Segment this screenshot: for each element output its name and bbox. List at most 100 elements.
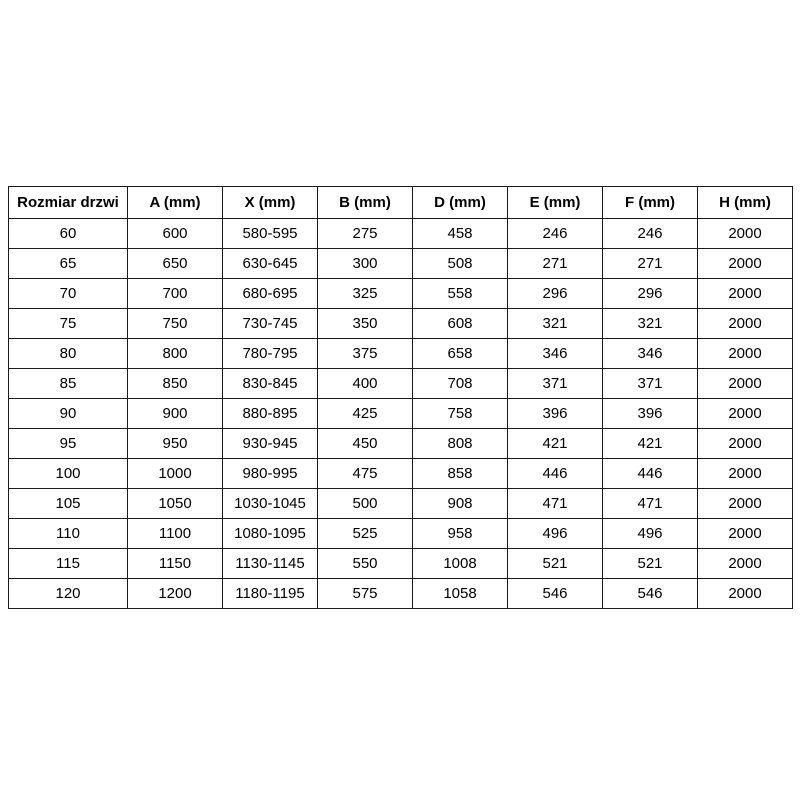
table-cell-h-mm: 2000 <box>697 278 793 309</box>
table-cell-f-mm: 496 <box>602 518 698 549</box>
table-cell-rozmiar-drzwi: 65 <box>8 248 128 279</box>
table-cell-rozmiar-drzwi: 95 <box>8 428 128 459</box>
table-cell-a-mm: 1200 <box>127 578 223 609</box>
table-cell-h-mm: 2000 <box>697 338 793 369</box>
table-cell-x-mm: 830-845 <box>222 368 318 399</box>
table-cell-b-mm: 375 <box>317 338 413 369</box>
table-cell-e-mm: 496 <box>507 518 603 549</box>
table-cell-a-mm: 950 <box>127 428 223 459</box>
table-row: 80 800 780-795 375 658 346 346 2000 <box>8 338 793 369</box>
table-cell-a-mm: 650 <box>127 248 223 279</box>
table-cell-d-mm: 708 <box>412 368 508 399</box>
table-cell-x-mm: 580-595 <box>222 218 318 249</box>
table-cell-x-mm: 1180-1195 <box>222 578 318 609</box>
table-cell-e-mm: 321 <box>507 308 603 339</box>
table-cell-h-mm: 2000 <box>697 308 793 339</box>
table-cell-b-mm: 325 <box>317 278 413 309</box>
table-row: 100 1000 980-995 475 858 446 446 2000 <box>8 458 793 489</box>
table-cell-x-mm: 680-695 <box>222 278 318 309</box>
table-cell-x-mm: 880-895 <box>222 398 318 429</box>
table-cell-a-mm: 1050 <box>127 488 223 519</box>
table-cell-h-mm: 2000 <box>697 578 793 609</box>
table-row: 75 750 730-745 350 608 321 321 2000 <box>8 308 793 339</box>
table-cell-h-mm: 2000 <box>697 398 793 429</box>
table-cell-d-mm: 558 <box>412 278 508 309</box>
table-cell-h-mm: 2000 <box>697 368 793 399</box>
table-cell-x-mm: 730-745 <box>222 308 318 339</box>
door-size-table: Rozmiar drzwi A (mm) X (mm) B (mm) D (mm) E (… <box>8 186 793 609</box>
table-cell-a-mm: 900 <box>127 398 223 429</box>
table-cell-e-mm: 521 <box>507 548 603 579</box>
table-cell-e-mm: 296 <box>507 278 603 309</box>
table-cell-rozmiar-drzwi: 60 <box>8 218 128 249</box>
table-row: 110 1100 1080-1095 525 958 496 496 2000 <box>8 518 793 549</box>
table-cell-e-mm: 546 <box>507 578 603 609</box>
table-cell-h-mm: 2000 <box>697 218 793 249</box>
table-cell-h-mm: 2000 <box>697 428 793 459</box>
table-cell-rozmiar-drzwi: 85 <box>8 368 128 399</box>
table-cell-f-mm: 521 <box>602 548 698 579</box>
table-row: 60 600 580-595 275 458 246 246 2000 <box>8 218 793 249</box>
table-cell-rozmiar-drzwi: 110 <box>8 518 128 549</box>
table-cell-a-mm: 700 <box>127 278 223 309</box>
column-header-a-mm: A (mm) <box>127 186 223 219</box>
table-cell-d-mm: 908 <box>412 488 508 519</box>
table-cell-d-mm: 858 <box>412 458 508 489</box>
table-cell-h-mm: 2000 <box>697 458 793 489</box>
table-cell-e-mm: 271 <box>507 248 603 279</box>
table-body: 60 600 580-595 275 458 246 246 2000 65 650 630-645… <box>8 218 793 609</box>
table-cell-b-mm: 350 <box>317 308 413 339</box>
table-cell-a-mm: 600 <box>127 218 223 249</box>
table-cell-e-mm: 446 <box>507 458 603 489</box>
table-cell-x-mm: 1080-1095 <box>222 518 318 549</box>
table-cell-f-mm: 421 <box>602 428 698 459</box>
table-cell-a-mm: 1100 <box>127 518 223 549</box>
table-cell-f-mm: 346 <box>602 338 698 369</box>
table-cell-d-mm: 958 <box>412 518 508 549</box>
table-cell-b-mm: 475 <box>317 458 413 489</box>
table-row: 70 700 680-695 325 558 296 296 2000 <box>8 278 793 309</box>
table-cell-b-mm: 400 <box>317 368 413 399</box>
table-cell-rozmiar-drzwi: 90 <box>8 398 128 429</box>
column-header-f-mm: F (mm) <box>602 186 698 219</box>
table-cell-f-mm: 271 <box>602 248 698 279</box>
table-cell-a-mm: 800 <box>127 338 223 369</box>
table-cell-d-mm: 458 <box>412 218 508 249</box>
table-cell-h-mm: 2000 <box>697 488 793 519</box>
table-cell-rozmiar-drzwi: 105 <box>8 488 128 519</box>
table-cell-d-mm: 608 <box>412 308 508 339</box>
table-cell-e-mm: 471 <box>507 488 603 519</box>
table-cell-a-mm: 750 <box>127 308 223 339</box>
table-cell-b-mm: 525 <box>317 518 413 549</box>
column-header-rozmiar-drzwi: Rozmiar drzwi <box>8 186 128 219</box>
table-cell-d-mm: 1008 <box>412 548 508 579</box>
table-cell-e-mm: 246 <box>507 218 603 249</box>
table-cell-d-mm: 658 <box>412 338 508 369</box>
table-cell-x-mm: 930-945 <box>222 428 318 459</box>
table-cell-rozmiar-drzwi: 115 <box>8 548 128 579</box>
table-row: 90 900 880-895 425 758 396 396 2000 <box>8 398 793 429</box>
table-header-row: Rozmiar drzwi A (mm) X (mm) B (mm) D (mm) E (… <box>8 186 793 219</box>
table-cell-rozmiar-drzwi: 80 <box>8 338 128 369</box>
table-cell-a-mm: 1000 <box>127 458 223 489</box>
table-cell-e-mm: 346 <box>507 338 603 369</box>
table-cell-d-mm: 808 <box>412 428 508 459</box>
table-cell-b-mm: 550 <box>317 548 413 579</box>
table-cell-h-mm: 2000 <box>697 548 793 579</box>
column-header-e-mm: E (mm) <box>507 186 603 219</box>
table-cell-e-mm: 421 <box>507 428 603 459</box>
table-cell-f-mm: 471 <box>602 488 698 519</box>
table-cell-a-mm: 1150 <box>127 548 223 579</box>
table-cell-a-mm: 850 <box>127 368 223 399</box>
column-header-d-mm: D (mm) <box>412 186 508 219</box>
table-cell-e-mm: 396 <box>507 398 603 429</box>
table-cell-x-mm: 1130-1145 <box>222 548 318 579</box>
table-row: 65 650 630-645 300 508 271 271 2000 <box>8 248 793 279</box>
table-cell-b-mm: 300 <box>317 248 413 279</box>
table-cell-rozmiar-drzwi: 100 <box>8 458 128 489</box>
table-cell-rozmiar-drzwi: 120 <box>8 578 128 609</box>
column-header-x-mm: X (mm) <box>222 186 318 219</box>
table-cell-h-mm: 2000 <box>697 248 793 279</box>
table-row: 85 850 830-845 400 708 371 371 2000 <box>8 368 793 399</box>
table-cell-x-mm: 1030-1045 <box>222 488 318 519</box>
